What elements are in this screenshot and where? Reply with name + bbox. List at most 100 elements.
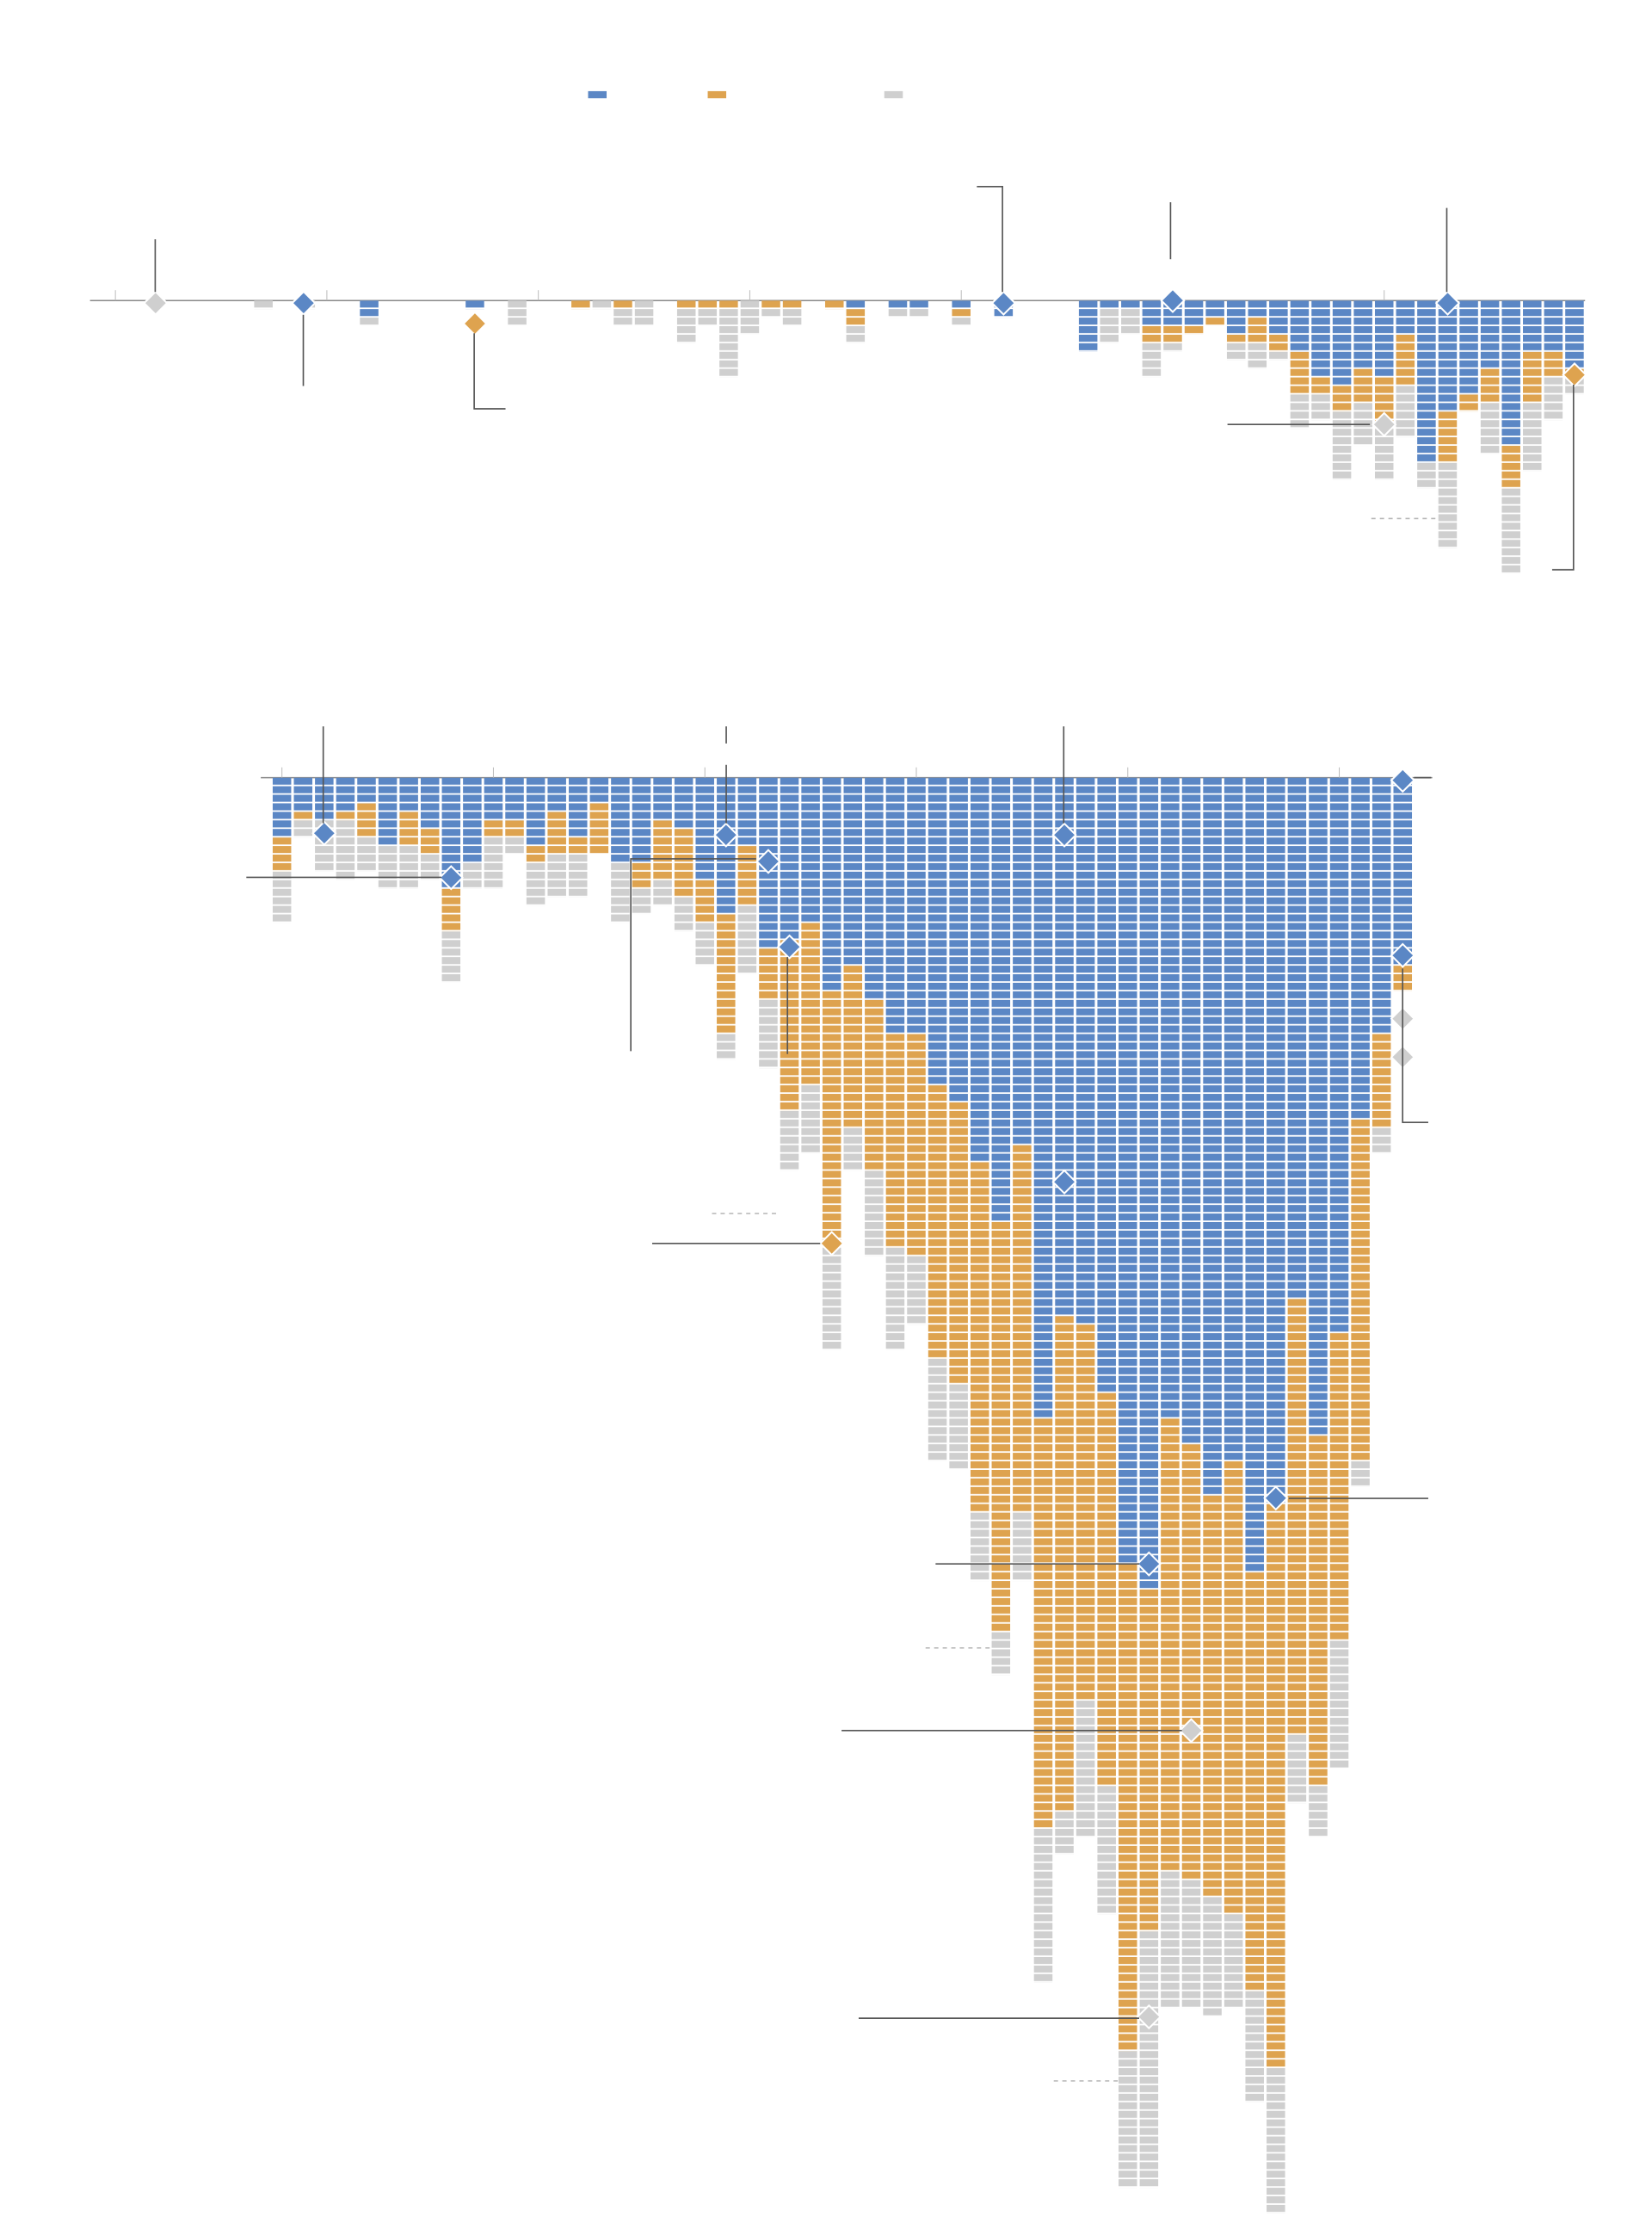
- block-segment: [360, 318, 379, 326]
- block-segment: [484, 777, 503, 821]
- block-segment: [1226, 300, 1246, 335]
- block-segment: [907, 1034, 926, 1257]
- block-segment: [1311, 377, 1330, 395]
- marker: [776, 934, 803, 960]
- block-segment: [822, 1247, 841, 1350]
- block-segment: [1013, 777, 1032, 1145]
- block-segment: [717, 914, 736, 1034]
- block-segment: [1332, 300, 1352, 386]
- block-segment: [1269, 351, 1288, 361]
- block-segment: [569, 837, 588, 855]
- panel: [261, 767, 1433, 2214]
- block-segment: [420, 855, 440, 880]
- block-segment: [653, 820, 672, 880]
- block-segment: [1248, 343, 1267, 369]
- block-segment: [1480, 403, 1500, 454]
- block-segment: [1309, 1436, 1328, 1787]
- block-segment: [676, 309, 696, 343]
- marker: [1390, 942, 1415, 968]
- block-segment: [949, 1384, 968, 1470]
- block-segment: [632, 777, 651, 863]
- block-segment: [399, 777, 418, 812]
- block-segment: [928, 1358, 947, 1462]
- block-segment: [613, 309, 632, 326]
- block-segment: [1309, 777, 1328, 1436]
- block-segment: [1311, 394, 1330, 421]
- block-segment: [822, 991, 841, 1248]
- block-segment: [1245, 1991, 1264, 2102]
- block-segment: [1501, 446, 1520, 489]
- block-segment: [1161, 1418, 1180, 1872]
- block-segment: [1100, 300, 1119, 310]
- marker: [1136, 1551, 1162, 1577]
- block-segment: [293, 820, 313, 838]
- block-segment: [909, 300, 928, 310]
- block-segment: [761, 309, 780, 318]
- block-segment: [1248, 300, 1267, 318]
- block-segment: [1459, 300, 1478, 395]
- block-segment: [909, 309, 928, 318]
- block-segment: [272, 777, 292, 838]
- legend-swatch: [884, 90, 903, 99]
- block-segment: [632, 888, 651, 915]
- marker: [1136, 2004, 1162, 2030]
- block-segment: [569, 855, 588, 898]
- block-segment: [653, 777, 672, 821]
- block-segment: [843, 966, 863, 1128]
- block-segment: [1353, 300, 1372, 369]
- block-segment: [1142, 343, 1162, 378]
- block-segment: [547, 855, 566, 898]
- block-segment: [1181, 1444, 1201, 1880]
- block-segment: [1332, 411, 1352, 480]
- block-segment: [782, 300, 802, 310]
- block-segment: [1351, 1461, 1370, 1487]
- block-segment: [1076, 1324, 1095, 1701]
- legend-swatch: [588, 90, 607, 99]
- block-segment: [571, 300, 590, 310]
- marker: [1390, 767, 1415, 793]
- block-segment: [1245, 1572, 1264, 1991]
- block-segment: [272, 837, 292, 872]
- block-segment: [1396, 386, 1415, 438]
- block-segment: [1267, 2068, 1285, 2214]
- block-segment: [1438, 462, 1458, 549]
- block-segment: [526, 862, 546, 906]
- block-segment: [719, 309, 738, 378]
- block-segment: [949, 777, 968, 1102]
- block-segment: [1287, 1299, 1307, 1735]
- leader-line: [1402, 968, 1428, 1123]
- block-segment: [1523, 300, 1542, 352]
- block-segment: [463, 862, 482, 889]
- block-segment: [1224, 777, 1243, 1462]
- block-segment: [1544, 300, 1563, 352]
- block-segment: [949, 1102, 968, 1385]
- block-segment: [526, 846, 546, 863]
- block-segment: [505, 820, 524, 838]
- block-segment: [1033, 1418, 1053, 1830]
- block-segment: [846, 325, 866, 343]
- marker: [291, 290, 317, 316]
- block-segment: [1329, 1333, 1349, 1641]
- block-segment: [254, 300, 273, 310]
- block-segment: [991, 1221, 1011, 1633]
- block-segment: [888, 309, 908, 318]
- block-segment: [399, 812, 418, 847]
- block-segment: [952, 318, 971, 326]
- block-segment: [1523, 351, 1542, 404]
- block-segment: [991, 777, 1011, 1222]
- block-segment: [928, 777, 947, 1086]
- block-segment: [526, 777, 546, 847]
- block-segment: [1396, 300, 1415, 335]
- block-segment: [1372, 777, 1391, 1034]
- block-segment: [1290, 300, 1310, 352]
- block-segment: [740, 300, 760, 335]
- block-segment: [1374, 377, 1394, 429]
- block-segment: [1290, 351, 1310, 395]
- block-segment: [589, 803, 609, 855]
- block-segment: [761, 300, 780, 310]
- block-segment: [1372, 1127, 1391, 1154]
- block-segment: [1033, 777, 1053, 1419]
- block-segment: [695, 777, 714, 880]
- marker: [1178, 1718, 1205, 1744]
- block-segment: [1396, 334, 1415, 386]
